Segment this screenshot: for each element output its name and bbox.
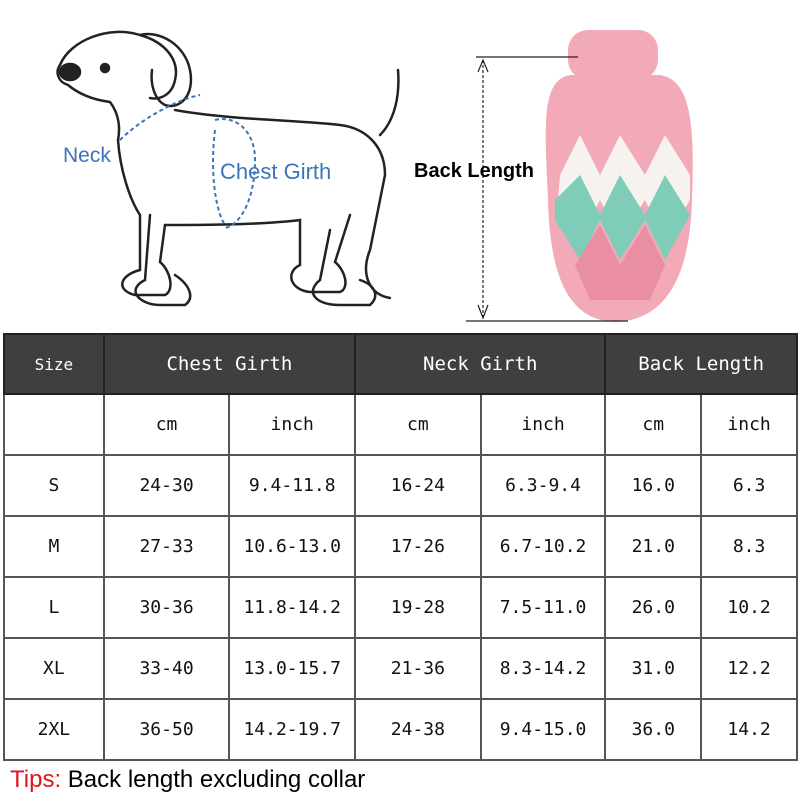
table-row: L 30-36 11.8-14.2 19-28 7.5-11.0 26.0 10.2 [3, 576, 798, 639]
neck-label: Neck [63, 144, 111, 167]
value-cell: 6.3-9.4 [479, 454, 607, 517]
table-row: S 24-30 9.4-11.8 16-24 6.3-9.4 16.0 6.3 [3, 454, 798, 517]
size-cell: XL [3, 637, 105, 700]
value-cell: 13.0-15.7 [228, 637, 357, 700]
value-cell: 11.8-14.2 [228, 576, 357, 639]
value-cell: 31.0 [604, 637, 703, 700]
value-cell: 24-30 [102, 454, 231, 517]
value-cell: 8.3 [700, 515, 798, 578]
dog-drawing [56, 30, 400, 307]
table-row: XL 33-40 13.0-15.7 21-36 8.3-14.2 31.0 12.2 [3, 637, 798, 700]
header-back-length: Back Length [604, 333, 798, 395]
value-cell: 8.3-14.2 [479, 637, 607, 700]
value-cell: 12.2 [700, 637, 798, 700]
value-cell: 36.0 [604, 698, 703, 761]
back-length-arrow [466, 56, 628, 322]
value-cell: 9.4-15.0 [479, 698, 607, 761]
value-cell: 21-36 [354, 637, 482, 700]
unit-cell: cm [604, 393, 703, 456]
back-length-label: Back Length [414, 160, 535, 182]
sweater-drawing [545, 30, 693, 322]
value-cell: 10.6-13.0 [228, 515, 357, 578]
value-cell: 21.0 [604, 515, 703, 578]
value-cell: 27-33 [102, 515, 231, 578]
value-cell: 24-38 [354, 698, 482, 761]
value-cell: 30-36 [102, 576, 231, 639]
value-cell: 16-24 [354, 454, 482, 517]
value-cell: 6.7-10.2 [479, 515, 607, 578]
size-cell: L [3, 576, 105, 639]
size-chart-table: Size Chest Girth Neck Girth Back Length … [3, 333, 798, 761]
unit-cell: inch [479, 393, 607, 456]
illustration [56, 30, 693, 322]
value-cell: 19-28 [354, 576, 482, 639]
value-cell: 7.5-11.0 [479, 576, 607, 639]
header-size: Size [3, 333, 105, 395]
value-cell: 9.4-11.8 [228, 454, 357, 517]
header-chest-girth: Chest Girth [102, 333, 357, 395]
value-cell: 10.2 [700, 576, 798, 639]
measure-arrows [119, 94, 257, 229]
value-cell: 36-50 [102, 698, 231, 761]
size-cell: M [3, 515, 105, 578]
unit-cell: cm [102, 393, 231, 456]
value-cell: 14.2 [700, 698, 798, 761]
chest-girth-label: Chest Girth [220, 159, 332, 184]
header-row: Size Chest Girth Neck Girth Back Length [3, 333, 798, 395]
value-cell: 6.3 [700, 454, 798, 517]
table-row: 2XL 36-50 14.2-19.7 24-38 9.4-15.0 36.0 14.2 [3, 698, 798, 761]
tips-text: Back length excluding collar [61, 766, 366, 793]
header-neck-girth: Neck Girth [354, 333, 607, 395]
value-cell: 16.0 [604, 454, 703, 517]
value-cell: 26.0 [604, 576, 703, 639]
table-row: M 27-33 10.6-13.0 17-26 6.7-10.2 21.0 8.3 [3, 515, 798, 578]
tips-prefix: Tips: [10, 766, 62, 793]
value-cell: 33-40 [102, 637, 231, 700]
unit-cell: inch [700, 393, 798, 456]
units-blank [3, 393, 105, 456]
tips-note: Tips: Back length excluding collar [10, 766, 365, 794]
units-row: cm inch cm inch cm inch [3, 393, 798, 456]
size-cell: S [3, 454, 105, 517]
value-cell: 14.2-19.7 [228, 698, 357, 761]
unit-cell: cm [354, 393, 482, 456]
value-cell: 17-26 [354, 515, 482, 578]
size-cell: 2XL [3, 698, 105, 761]
unit-cell: inch [228, 393, 357, 456]
